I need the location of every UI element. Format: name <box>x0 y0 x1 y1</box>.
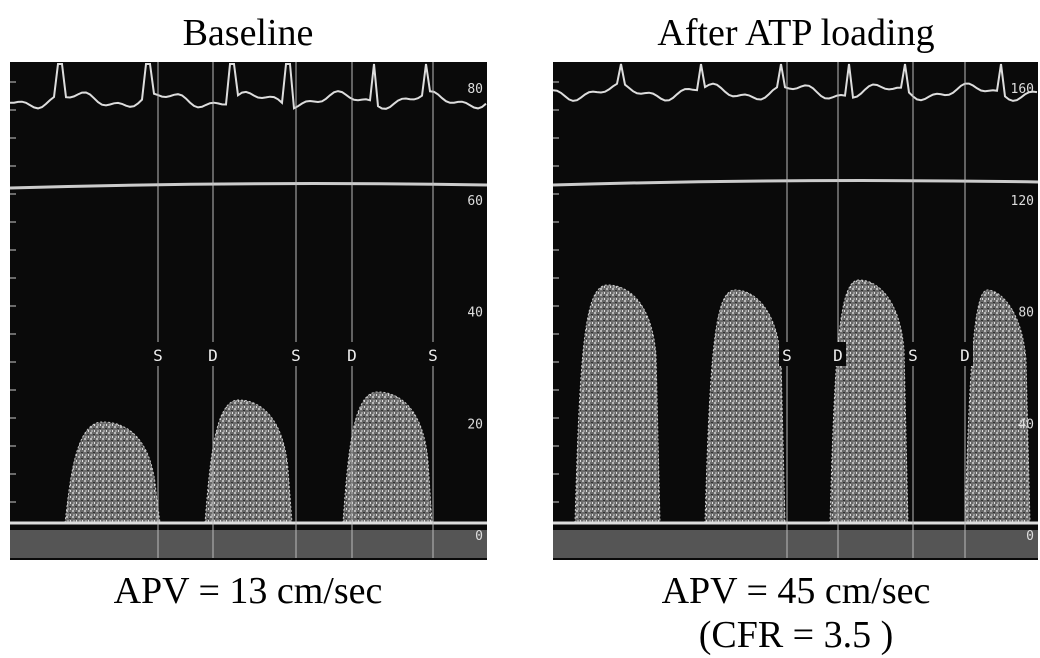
panel-title: Baseline <box>183 12 314 54</box>
scale-label: 0 <box>475 529 483 544</box>
bottom-strip <box>553 530 1038 558</box>
marker-box <box>957 342 973 366</box>
marker-box <box>905 342 921 366</box>
caption: (CFR = 3.5 ) <box>699 614 894 656</box>
scale-label: 40 <box>467 306 483 321</box>
scale-label: 0 <box>1026 529 1034 544</box>
marker-box <box>344 342 360 366</box>
marker-box <box>288 342 304 366</box>
scale-label: 40 <box>1018 417 1034 432</box>
marker-box <box>205 342 221 366</box>
scale-label: 20 <box>467 417 483 432</box>
pressure-trace <box>9 182 488 190</box>
pressure-trace <box>552 179 1039 187</box>
ecg-trace <box>10 63 487 110</box>
scale-label: 80 <box>467 82 483 97</box>
marker-label: S <box>153 346 163 365</box>
bottom-strip <box>10 530 487 558</box>
caption: APV = 13 cm/sec <box>114 570 383 612</box>
scale-label: 60 <box>467 194 483 209</box>
marker-label: D <box>833 346 843 365</box>
marker-label: S <box>291 346 301 365</box>
flow-envelope <box>574 284 661 524</box>
flow-envelope <box>964 289 1031 524</box>
flow-envelope <box>342 391 433 524</box>
marker-label: S <box>908 346 918 365</box>
marker-box <box>150 342 166 366</box>
marker-label: D <box>960 346 970 365</box>
flow-envelope <box>704 289 786 524</box>
scale-label: 160 <box>1011 82 1034 97</box>
scale-label: 120 <box>1011 194 1034 209</box>
marker-label: S <box>782 346 792 365</box>
marker-box <box>425 342 441 366</box>
flow-envelope <box>64 421 161 524</box>
flow-envelope <box>204 399 293 524</box>
marker-box <box>779 342 795 366</box>
scale-label: 80 <box>1018 306 1034 321</box>
ecg-trace <box>552 63 1038 102</box>
flow-envelope <box>829 279 909 524</box>
marker-label: D <box>208 346 218 365</box>
caption: APV = 45 cm/sec <box>662 570 931 612</box>
marker-label: D <box>347 346 357 365</box>
marker-box <box>830 342 846 366</box>
panel-title: After ATP loading <box>657 12 934 54</box>
marker-label: S <box>428 346 438 365</box>
